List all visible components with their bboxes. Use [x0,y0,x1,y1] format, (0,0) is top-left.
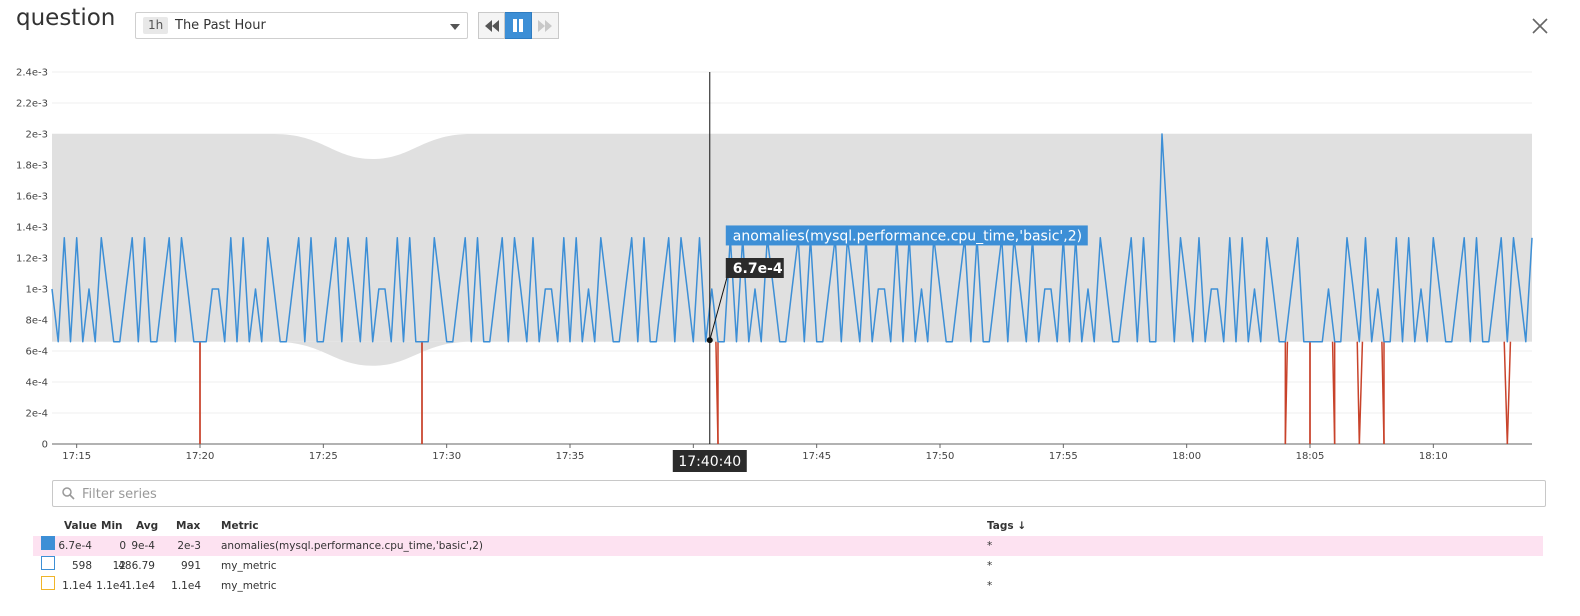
hover-time-label: 17:40:40 [678,454,741,470]
legend-row[interactable]: 1.1e4 1.1e4 1.1e4 1.1e4 my_metric * [33,576,1543,596]
x-tick-label: 17:50 [926,451,955,462]
series-line [51,133,1533,343]
forward-button[interactable] [532,12,559,39]
legend-metric: anomalies(mysql.performance.cpu_time,'ba… [221,540,484,552]
close-icon[interactable] [1530,16,1550,36]
filter-series-input[interactable] [80,483,1524,506]
legend-avg: 1.1e4 [125,580,155,592]
legend-header-min[interactable]: Min [101,520,123,532]
chevron-down-icon [450,24,460,30]
series-color-swatch[interactable] [41,536,55,550]
tooltip-series-label: anomalies(mysql.performance.cpu_time,'ba… [733,228,1082,244]
legend-metric: my_metric [221,560,277,572]
band-notch-bottom [274,341,472,366]
x-tick-label: 17:35 [556,451,585,462]
legend-header-value[interactable]: Value [64,520,97,532]
x-tick-label: 17:25 [309,451,338,462]
x-tick-label: 18:10 [1419,451,1448,462]
x-tick-label: 17:55 [1049,451,1078,462]
page-title: question [16,5,116,31]
legend-min: 1.1e4 [96,580,126,592]
anomaly-segment [1506,341,1512,445]
x-tick-label: 17:15 [62,451,91,462]
legend-metric: my_metric [221,580,277,592]
legend-tags: * [987,540,993,552]
pause-icon [513,19,523,32]
forward-icon [538,19,552,32]
timeframe-label: The Past Hour [175,18,266,33]
y-tick-label: 1e-3 [26,285,49,296]
playback-controls [478,12,559,39]
filter-series-field[interactable] [52,480,1546,507]
legend-header-max[interactable]: Max [176,520,201,532]
legend-header: Value Min Avg Max Metric Tags ↓ [33,516,1543,536]
y-tick-label: 2.2e-3 [16,99,48,110]
legend-value: 6.7e-4 [58,540,92,552]
legend-avg: 486.79 [118,560,155,572]
y-tick-label: 2.4e-3 [16,68,48,79]
y-tick-label: 1.4e-3 [16,223,48,234]
legend-value: 1.1e4 [62,580,92,592]
legend-max: 1.1e4 [171,580,201,592]
y-tick-label: 4e-4 [26,378,49,389]
legend-header-metric[interactable]: Metric [221,520,259,532]
band-notch-top [274,134,472,159]
legend-max: 2e-3 [177,540,201,552]
legend-value: 598 [71,560,92,572]
y-tick-label: 6e-4 [26,347,49,358]
x-tick-label: 17:30 [432,451,461,462]
tooltip-value: 6.7e-4 [733,261,783,277]
legend-header-avg[interactable]: Avg [136,520,159,532]
anomaly-segment [1284,341,1289,445]
y-tick-label: 1.2e-3 [16,254,48,265]
hover-time-box [672,450,747,472]
x-tick-label: 17:45 [802,451,831,462]
anomaly-segment [1503,341,1509,445]
legend-row[interactable]: 598 12 486.79 991 my_metric * [33,556,1543,576]
y-tick-label: 1.6e-3 [16,192,48,203]
tooltip-series-box [725,225,1088,246]
pause-button[interactable] [505,12,532,39]
y-tick-label: 1.8e-3 [16,161,48,172]
anomaly-segment [1358,341,1364,445]
legend-row[interactable]: 6.7e-4 0 9e-4 2e-3 anomalies(mysql.perfo… [33,536,1543,556]
legend-header-tags[interactable]: Tags ↓ [987,520,1027,532]
timeframe-dropdown[interactable]: 1h The Past Hour [135,12,468,39]
legend-max: 991 [180,560,201,572]
legend-tags: * [987,580,993,592]
legend-min: 0 [119,540,126,552]
x-tick-label: 18:05 [1296,451,1325,462]
series-color-swatch[interactable] [41,556,55,570]
y-tick-label: 0 [42,440,48,451]
search-icon [62,487,75,500]
timeframe-abbr: 1h [143,17,169,34]
legend-min: 12 [112,560,126,572]
tooltip-pointer [709,267,731,341]
y-tick-label: 2e-4 [26,409,49,420]
tooltip-value-box [725,258,784,278]
y-tick-label: 8e-4 [26,316,49,327]
anomaly-segment [1356,341,1361,445]
legend-tags: * [987,560,993,572]
series-color-swatch[interactable] [41,576,55,590]
legend-avg: 9e-4 [131,540,155,552]
rewind-icon [484,19,499,32]
y-tick-label: 2e-3 [26,130,49,141]
x-tick-label: 18:00 [1172,451,1201,462]
rewind-button[interactable] [478,12,505,39]
series-legend: Value Min Avg Max Metric Tags ↓ 6.7e-4 0… [33,516,1543,596]
timeseries-chart[interactable]: 0 2e-4 4e-4 6e-4 8e-4 1e-3 1.2e-3 1.4e-3 1.6e-3 1… [0,60,1580,480]
x-tick-label: 17:20 [186,451,215,462]
